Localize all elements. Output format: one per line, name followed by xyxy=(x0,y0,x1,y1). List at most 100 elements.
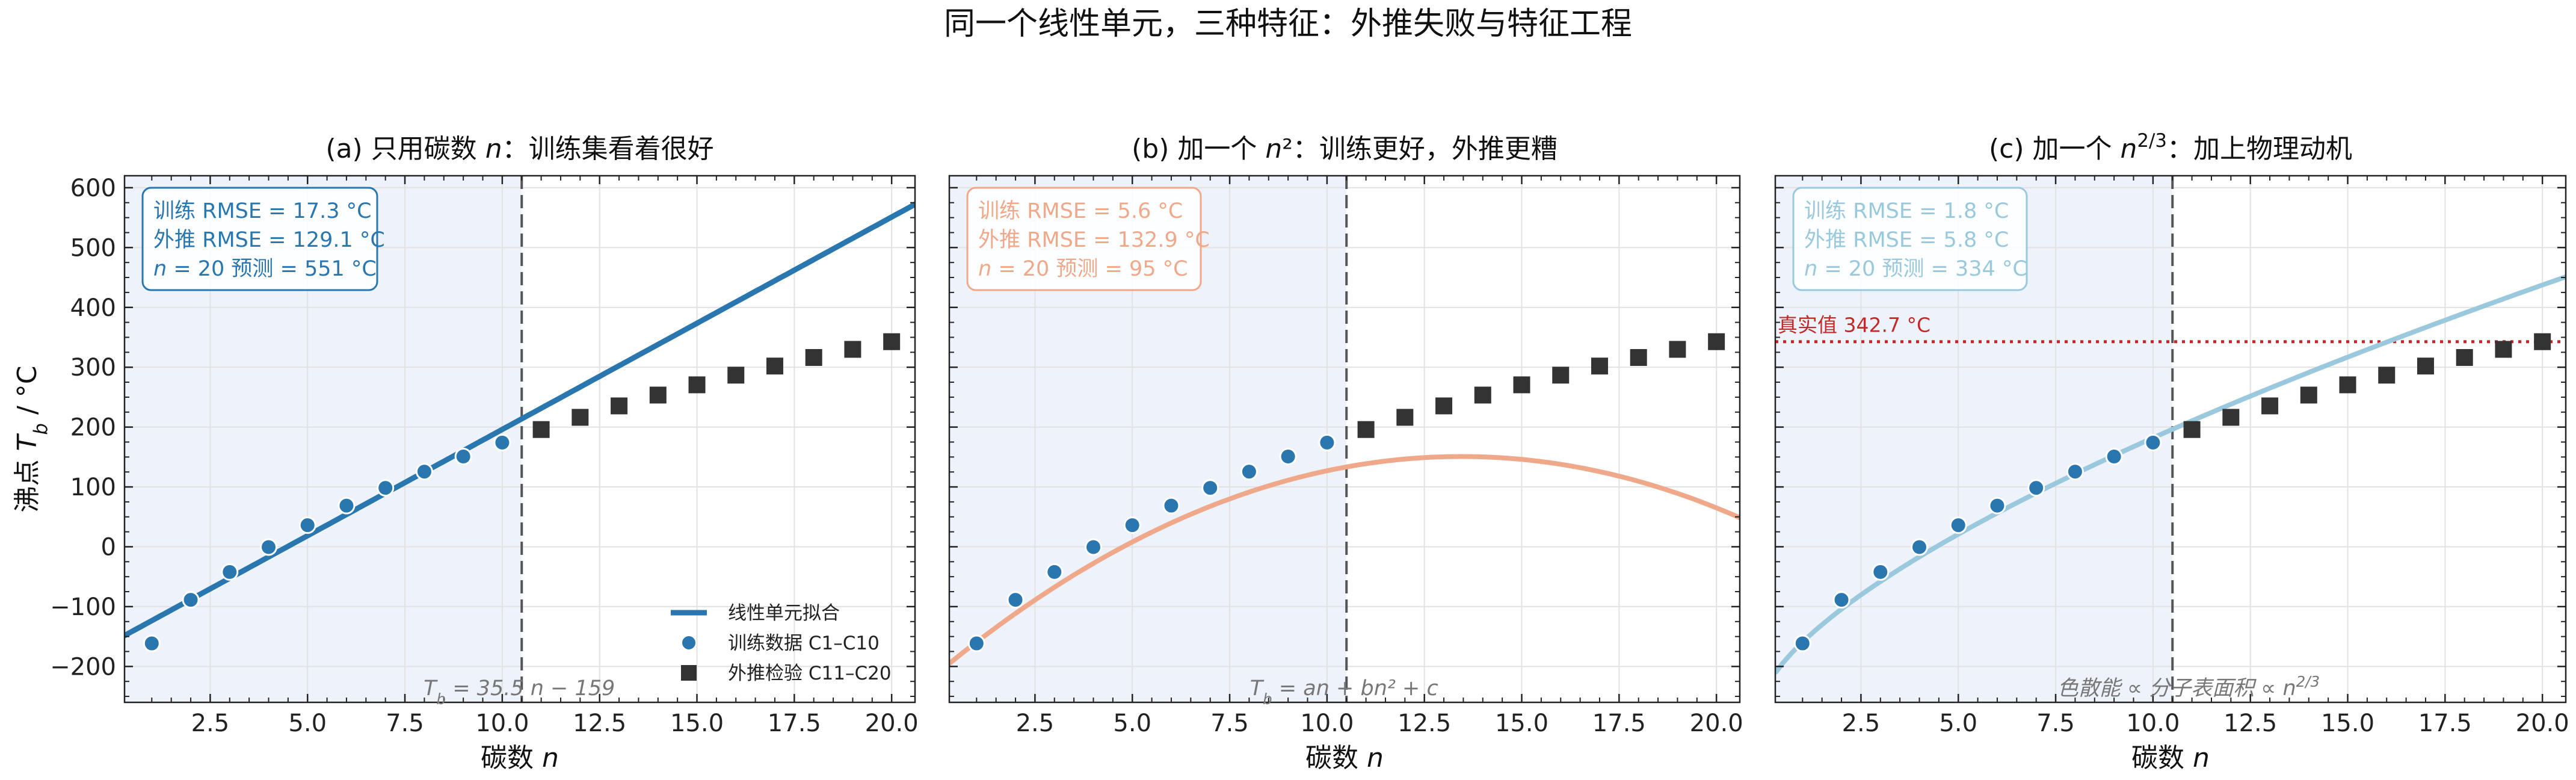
stats-line: 外推 RMSE = 5.8 °C xyxy=(1804,228,2009,252)
train-point xyxy=(1084,538,1102,556)
test-point xyxy=(2534,333,2551,350)
x-tick-label: 12.5 xyxy=(2223,710,2277,737)
stats-line: 外推 RMSE = 129.1 °C xyxy=(153,228,385,252)
stats-line: 训练 RMSE = 1.8 °C xyxy=(1804,199,2009,223)
y-axis-label: 沸点 Tb / °C xyxy=(12,366,52,513)
stats-line: n = 20 预测 = 551 °C xyxy=(153,257,377,281)
y-tick-label: 300 xyxy=(70,354,116,382)
stats-box xyxy=(966,187,1202,291)
x-tick-label: 7.5 xyxy=(2036,710,2075,737)
test-point xyxy=(1396,409,1414,426)
x-tick-label: 10.0 xyxy=(475,710,529,737)
train-point xyxy=(1793,634,1811,652)
legend-train-label: 训练数据 C1–C10 xyxy=(728,633,880,654)
train-point xyxy=(143,634,161,652)
train-point xyxy=(298,516,316,534)
train-point xyxy=(454,448,472,466)
train-point xyxy=(1910,538,1928,556)
train-point xyxy=(1988,497,2006,515)
train-point xyxy=(1279,448,1297,466)
x-tick-label: 15.0 xyxy=(1495,710,1548,737)
test-point xyxy=(883,333,901,350)
panel-title: (c) 加一个 n2/3：加上物理动机 xyxy=(1989,130,2352,164)
axes-frame xyxy=(948,175,1741,704)
legend-test-swatch xyxy=(681,665,697,681)
test-point xyxy=(1435,397,1453,415)
test-point xyxy=(1513,376,1530,394)
test-point xyxy=(1708,333,1725,350)
train-point xyxy=(1240,463,1258,481)
train-point xyxy=(259,538,277,556)
test-point xyxy=(1630,348,1647,366)
x-tick-label: 5.0 xyxy=(1113,710,1151,737)
test-point xyxy=(1474,386,1491,404)
test-point xyxy=(2417,358,2434,375)
test-point xyxy=(611,397,628,415)
stats-line: 外推 RMSE = 132.9 °C xyxy=(978,228,1210,252)
chart-panel-a: 2.5 5.0 7.5 10.0 12.5 15.0 17.5 20.0 −200 −100 0 10… xyxy=(12,134,919,773)
stats-line: 训练 RMSE = 17.3 °C xyxy=(153,199,372,223)
x-tick-label: 15.0 xyxy=(2321,710,2374,737)
train-point xyxy=(493,433,511,451)
test-point xyxy=(532,421,550,438)
figure-suptitle: 同一个线性单元，三种特征：外推失败与特征工程 xyxy=(944,6,1632,42)
test-point xyxy=(2456,348,2473,366)
x-tick-label: 17.5 xyxy=(768,710,821,737)
test-point xyxy=(805,348,822,366)
x-tick-label: 20.0 xyxy=(1690,710,1743,737)
train-point xyxy=(1832,591,1850,609)
x-axis-label: 碳数 n xyxy=(2131,743,2210,773)
train-point xyxy=(1123,516,1141,534)
stats-box xyxy=(1792,187,2028,291)
stats-line: n = 20 预测 = 334 °C xyxy=(1804,257,2027,281)
train-point xyxy=(2066,463,2084,481)
x-tick-label: 5.0 xyxy=(1939,710,1977,737)
test-point xyxy=(2222,409,2240,426)
x-tick-label: 12.5 xyxy=(1397,710,1451,737)
x-tick-label: 17.5 xyxy=(2418,710,2472,737)
x-axis-label: 碳数 n xyxy=(481,743,559,773)
x-tick-label: 10.0 xyxy=(1300,710,1354,737)
x-tick-label: 2.5 xyxy=(1842,710,1881,737)
x-tick-label: 10.0 xyxy=(2126,710,2180,737)
fit-curve xyxy=(1775,274,2566,675)
train-point xyxy=(1201,479,1219,497)
y-tick-label: −100 xyxy=(50,593,116,621)
stats-line: 训练 RMSE = 5.6 °C xyxy=(978,199,1183,223)
formula-annotation: 色散能 ∝ 分子表面积 ∝ n2/3 xyxy=(2057,673,2320,701)
x-tick-label: 7.5 xyxy=(1210,710,1249,737)
train-point xyxy=(967,634,985,652)
test-point xyxy=(572,409,589,426)
train-point xyxy=(1872,563,1890,581)
train-point xyxy=(1162,497,1180,515)
formula-annotation: Tb = 35.5 n − 159 xyxy=(424,676,615,708)
train-point xyxy=(2144,433,2162,451)
y-tick-label: 500 xyxy=(70,234,116,262)
x-axis-label: 碳数 n xyxy=(1305,743,1384,773)
y-tick-label: 600 xyxy=(70,175,116,202)
train-point xyxy=(221,563,239,581)
chart-panel-c: 真实值 342.7 °C 2.5 5.0 7.5 10.0 12.5 15.0 17.5 20.… xyxy=(1774,130,2569,773)
truth-label: 真实值 342.7 °C xyxy=(1778,314,1930,337)
panel-title: (b) 加一个 n²：训练更好，外推更糟 xyxy=(1132,134,1558,164)
test-point xyxy=(2378,367,2396,384)
x-tick-label: 5.0 xyxy=(288,710,327,737)
fit-curve xyxy=(125,201,915,639)
test-point xyxy=(844,341,861,358)
x-tick-label: 17.5 xyxy=(1592,710,1646,737)
train-point xyxy=(1949,516,1967,534)
train-point xyxy=(337,497,356,515)
legend-test-label: 外推检验 C11–C20 xyxy=(728,663,892,684)
chart-panel-b: 2.5 5.0 7.5 10.0 12.5 15.0 17.5 20.0 (b) 加一个 n²：… xyxy=(948,134,1743,773)
test-point xyxy=(1357,421,1375,438)
y-tick-label: 200 xyxy=(70,414,116,442)
legend-fit-label: 线性单元拟合 xyxy=(728,602,840,624)
panels: 2.5 5.0 7.5 10.0 12.5 15.0 17.5 20.0 −200 −100 0 10… xyxy=(12,130,2569,773)
test-point xyxy=(2339,376,2356,394)
fit-curve xyxy=(949,454,1740,666)
y-tick-label: 100 xyxy=(70,474,116,501)
y-tick-label: −200 xyxy=(50,653,116,681)
x-tick-label: 7.5 xyxy=(386,710,424,737)
